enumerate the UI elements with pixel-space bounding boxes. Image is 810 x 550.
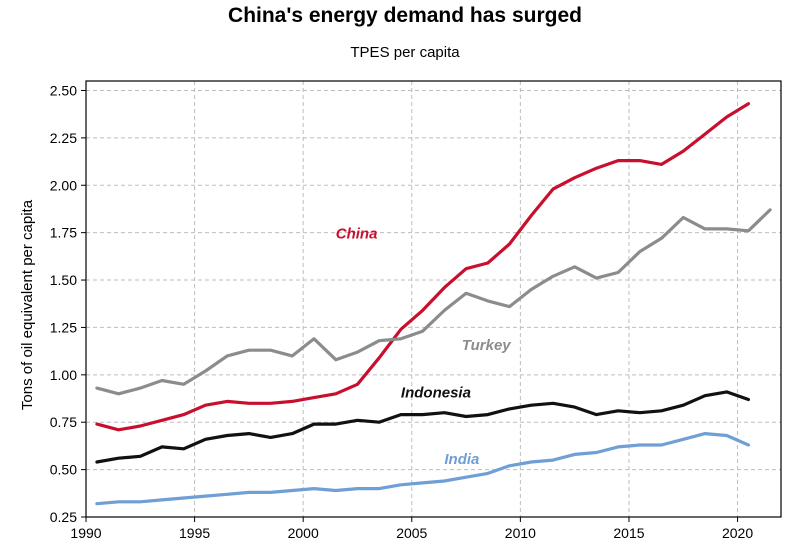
- y-tick-label: 2.25: [50, 130, 77, 146]
- series-label-china: China: [336, 225, 378, 242]
- x-tick-label: 1990: [70, 525, 101, 541]
- y-tick-label: 1.00: [50, 367, 77, 383]
- y-tick-label: 0.25: [50, 509, 77, 525]
- plot-frame: [85, 80, 782, 518]
- y-tick-label: 1.50: [50, 272, 77, 288]
- series-line-china: [95, 102, 751, 432]
- series-line-indonesia: [95, 390, 751, 464]
- y-tick-label: 2.50: [50, 82, 77, 98]
- x-tick-label: 2020: [722, 525, 753, 541]
- y-axis-title: Tons of oil equivalent per capita: [19, 199, 36, 410]
- y-tick-label: 1.75: [50, 225, 77, 241]
- series-label-indonesia: Indonesia: [401, 385, 471, 402]
- x-tick-label: 2000: [288, 525, 319, 541]
- series-labels: China Turkey Indonesia India: [336, 225, 512, 468]
- y-tick-label: 0.75: [50, 414, 77, 430]
- y-tick-label: 2.00: [50, 177, 77, 193]
- x-tick-label: 2015: [613, 525, 644, 541]
- series-lines: [95, 102, 772, 506]
- chart-title: China's energy demand has surged: [228, 4, 582, 27]
- series-line-turkey: [95, 208, 772, 396]
- x-tick-label: 1995: [179, 525, 210, 541]
- x-tick-label: 2010: [505, 525, 536, 541]
- series-label-india: India: [444, 451, 479, 468]
- series-line-india: [95, 432, 751, 506]
- series-label-turkey: Turkey: [462, 337, 512, 354]
- x-tick-label: 2005: [396, 525, 427, 541]
- y-tick-label: 1.25: [50, 319, 77, 335]
- y-tick-label: 0.50: [50, 462, 77, 478]
- chart-subtitle: TPES per capita: [350, 44, 460, 61]
- axes: 0.25 0.50 0.75 1.00 1.25 1.50 1.75 2.00 2.25 2.50…: [50, 80, 782, 541]
